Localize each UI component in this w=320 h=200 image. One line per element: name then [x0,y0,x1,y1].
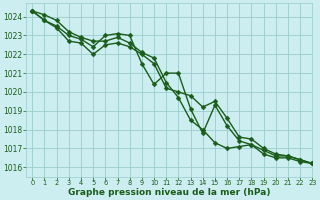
X-axis label: Graphe pression niveau de la mer (hPa): Graphe pression niveau de la mer (hPa) [68,188,270,197]
